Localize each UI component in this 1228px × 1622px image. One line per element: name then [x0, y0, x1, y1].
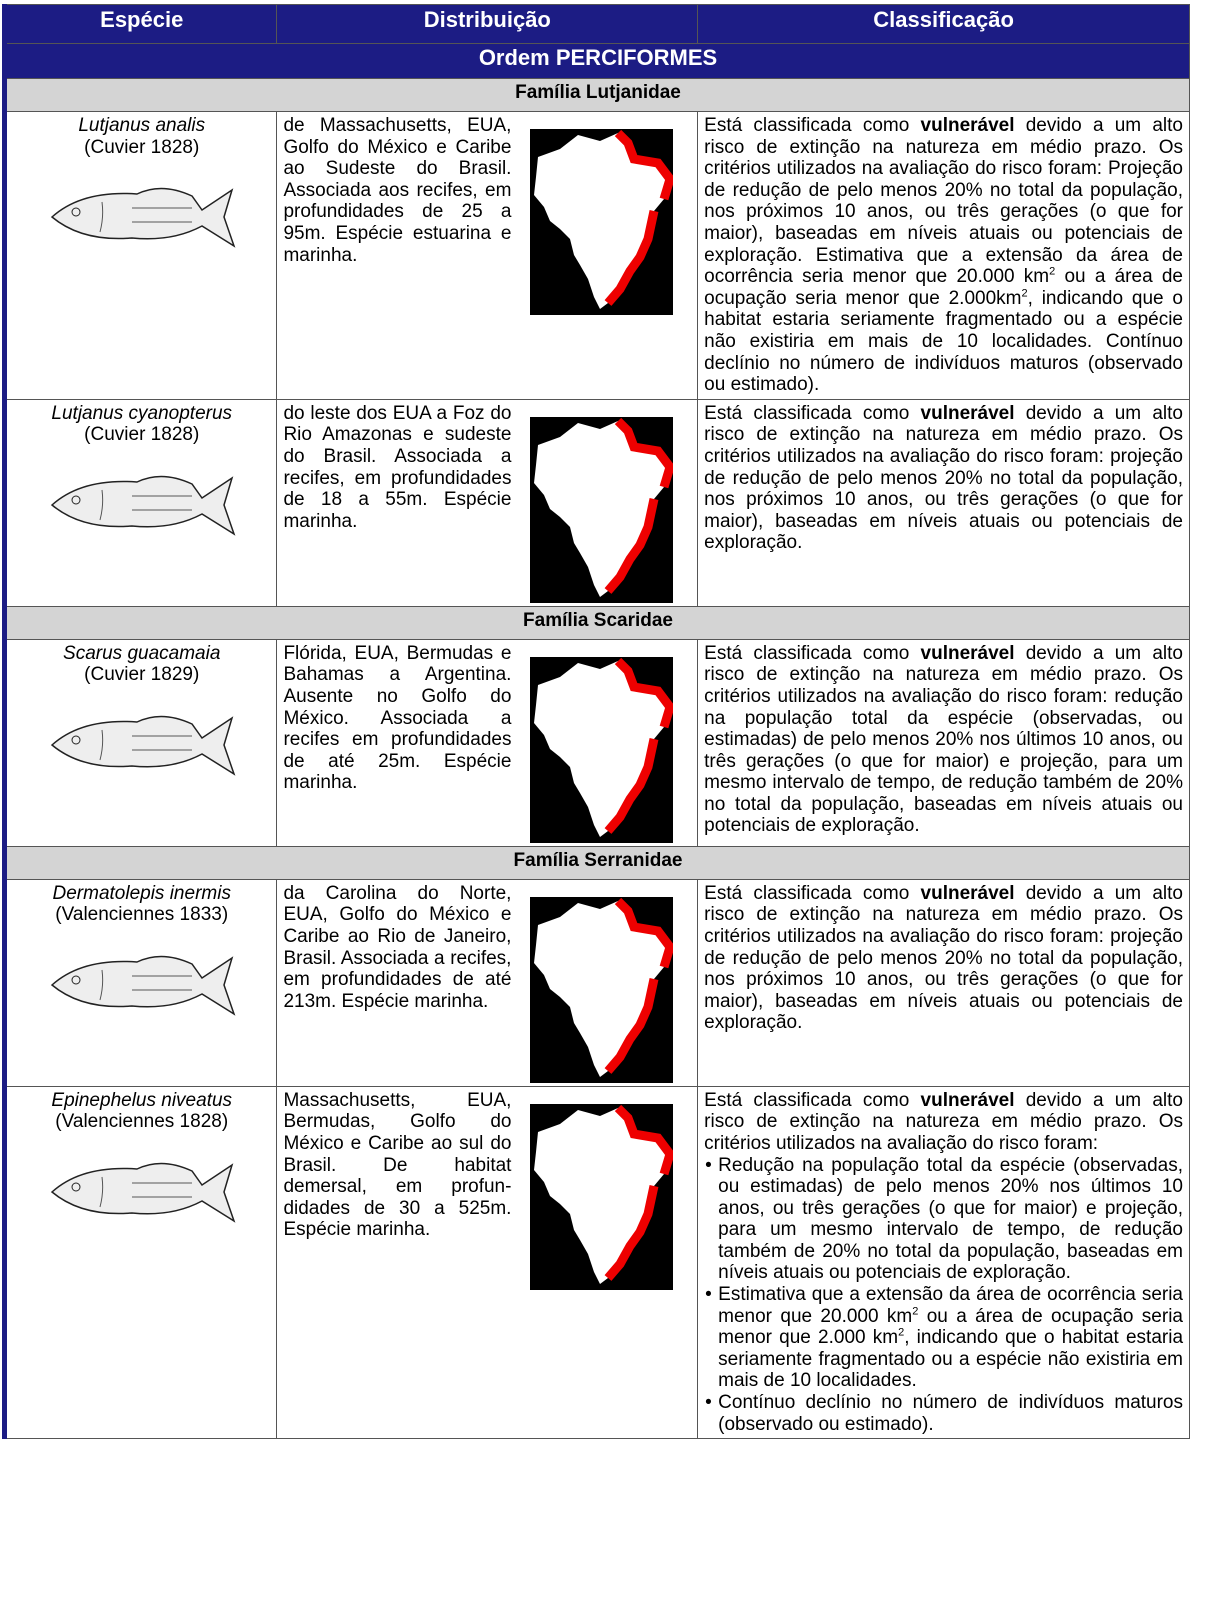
distribution: do leste dos EUA a Foz do Rio Amazonas e…	[283, 403, 691, 603]
distribution-text: do leste dos EUA a Foz do Rio Amazonas e…	[283, 402, 512, 532]
family-row: Família Serranidae	[4, 845, 1190, 880]
species-row: Epinephelus niveatus (Valenciennes 1828) M…	[3, 1085, 1190, 1440]
species-cell: Lutjanus cyanopterus (Cuvier 1828)	[3, 398, 278, 607]
classification-text: Está classificada como vulnerável devido…	[704, 883, 1183, 1034]
text-run: Está classificada como	[704, 115, 921, 136]
emphasis: vulnerável	[920, 115, 1015, 136]
text-run: ou a área de ocupação seria menor que 2.…	[718, 1305, 1183, 1349]
species-name: Epinephelus niveatus	[51, 1089, 233, 1111]
order-label: Ordem PERCIFORMES	[4, 43, 1190, 79]
species-row: Scarus guacamaia (Cuvier 1829) Flórida, EU…	[3, 638, 1190, 847]
family-label: Família Serranidae	[4, 845, 1190, 880]
criterion: Redução na população total da espécie (o…	[705, 1154, 1183, 1285]
text-run: , indicando que o habitat estaria seriam…	[718, 1327, 1184, 1392]
distribution-map	[530, 1103, 674, 1290]
superscript: 2	[1049, 265, 1056, 278]
criterion: Estimativa que a extensão da área de oco…	[705, 1284, 1184, 1392]
superscript: 2	[1021, 287, 1028, 300]
column-header: Classificação	[697, 4, 1190, 44]
species-name: Dermatolepis inermis	[52, 882, 231, 904]
species-cell: Lutjanus analis (Cuvier 1828)	[3, 111, 278, 400]
superscript: 2	[898, 1326, 905, 1339]
classification-text: Está classificada como vulnerável devido…	[704, 643, 1183, 837]
species-name: Scarus guacamaia	[63, 642, 221, 664]
distribution-cell: Flórida, EUA, Bermudas e Bahamas a Argen…	[276, 638, 699, 847]
species-table: Espécie Distribuição Classificação Ordem…	[2, 4, 1190, 1440]
species-cell: Dermatolepis inermis (Valenciennes 1833)	[3, 878, 278, 1087]
text-run: Está classificada como	[704, 402, 921, 424]
distribution-cell: do leste dos EUA a Foz do Rio Amazonas e…	[276, 398, 699, 607]
text-run: Está classificada como	[704, 882, 921, 904]
superscript: 2	[912, 1305, 919, 1318]
classification-cell: Está classificada como vulnerável devido…	[697, 398, 1190, 607]
emphasis: vulnerável	[920, 882, 1015, 904]
text-run: ou a área de ocupação seria menor que 2.…	[704, 266, 1183, 309]
species-name: Lutjanus analis	[78, 115, 206, 136]
family-row: Família Lutjanidae	[4, 78, 1190, 112]
species-row: Lutjanus cyanopterus (Cuvier 1828) do lest…	[3, 398, 1190, 607]
column-header: Distribuição	[276, 4, 699, 44]
distribution-map	[530, 656, 674, 843]
fish-illustration	[50, 955, 236, 1016]
text-run: Está classificada como	[704, 642, 921, 664]
distribution-map	[530, 896, 674, 1083]
distribution-text: de Massachusetts, EUA, Golfo do México e…	[283, 115, 512, 266]
distribution-text: Massachusetts, EUA, Bermudas, Golfo do M…	[283, 1089, 512, 1241]
distribution-text: da Carolina do Norte, EUA, Golfo do Méxi…	[283, 882, 512, 1012]
fish-illustration	[50, 715, 236, 776]
distribution: de Massachusetts, EUA, Golfo do México e…	[283, 115, 691, 315]
classification-text: Está classificada como vulnerável devido…	[704, 403, 1183, 554]
criterion: Contínuo declínio no número de indivíduo…	[705, 1392, 1183, 1435]
species-cell: Scarus guacamaia (Cuvier 1829)	[3, 638, 278, 847]
classification-cell: Está classificada como vulnerável devido…	[697, 111, 1190, 400]
text-run: devido a um alto risco de extinção na na…	[704, 642, 1183, 837]
fish-illustration	[50, 1162, 236, 1223]
classification-cell: Está classificada como vulnerável devido…	[697, 878, 1190, 1087]
classification-cell: Está classificada como vulnerável devido…	[697, 638, 1190, 847]
text-run: devido a um alto risco de extinção na na…	[704, 402, 1183, 554]
species-author: (Cuvier 1829)	[84, 664, 200, 686]
criteria-list: Redução na população total da espécie (o…	[704, 1155, 1183, 1436]
distribution-text: Flórida, EUA, Bermudas e Bahamas a Argen…	[283, 642, 512, 794]
classification-text: Está classificada como vulnerável devido…	[704, 1090, 1183, 1155]
fish-illustration	[50, 187, 236, 248]
emphasis: vulnerável	[920, 402, 1015, 424]
species-author: (Valenciennes 1833)	[55, 904, 229, 926]
text-run: devido a um alto risco de extinção na na…	[704, 115, 1183, 288]
header-row: Espécie Distribuição Classificação	[3, 4, 1190, 44]
text-run: Redução na população total da espécie (o…	[718, 1154, 1183, 1284]
text-run: , indicando que o habitat estaria seriam…	[704, 287, 1183, 396]
family-label: Família Scaridae	[4, 605, 1190, 640]
distribution: Massachusetts, EUA, Bermudas, Golfo do M…	[283, 1090, 691, 1290]
species-author: (Valenciennes 1828)	[55, 1111, 229, 1133]
classification-text: Está classificada como vulnerável devido…	[704, 115, 1183, 396]
species-author: (Cuvier 1828)	[84, 136, 200, 158]
classification-cell: Está classificada como vulnerável devido…	[697, 1085, 1190, 1440]
species-author: (Cuvier 1828)	[84, 424, 200, 446]
distribution-cell: da Carolina do Norte, EUA, Golfo do Méxi…	[276, 878, 699, 1087]
emphasis: vulnerável	[920, 1089, 1015, 1111]
order-row: Ordem PERCIFORMES	[4, 43, 1190, 79]
text-run: devido a um alto risco de extinção na na…	[704, 882, 1183, 1034]
text-run: Contínuo declínio no número de indivíduo…	[718, 1392, 1183, 1435]
text-run: Estimativa que a extensão da área de oco…	[718, 1284, 1183, 1327]
distribution-map	[530, 129, 674, 315]
species-name: Lutjanus cyanopterus	[51, 402, 233, 424]
distribution: Flórida, EUA, Bermudas e Bahamas a Argen…	[283, 643, 691, 843]
text-run: Está classificada como	[704, 1089, 921, 1111]
distribution: da Carolina do Norte, EUA, Golfo do Méxi…	[283, 883, 691, 1083]
column-header: Espécie	[3, 4, 278, 44]
distribution-map	[530, 416, 674, 603]
distribution-cell: Massachusetts, EUA, Bermudas, Golfo do M…	[276, 1085, 699, 1440]
family-row: Família Scaridae	[4, 605, 1190, 640]
distribution-cell: de Massachusetts, EUA, Golfo do México e…	[276, 111, 699, 400]
species-cell: Epinephelus niveatus (Valenciennes 1828)	[3, 1085, 278, 1440]
text-run: devido a um alto risco de extinção na na…	[704, 1089, 1183, 1154]
emphasis: vulnerável	[920, 642, 1015, 664]
fish-illustration	[50, 475, 236, 536]
family-label: Família Lutjanidae	[4, 78, 1190, 112]
species-row: Dermatolepis inermis (Valenciennes 1833) d…	[3, 878, 1190, 1087]
species-row: Lutjanus analis (Cuvier 1828) de Massachus…	[3, 111, 1190, 400]
